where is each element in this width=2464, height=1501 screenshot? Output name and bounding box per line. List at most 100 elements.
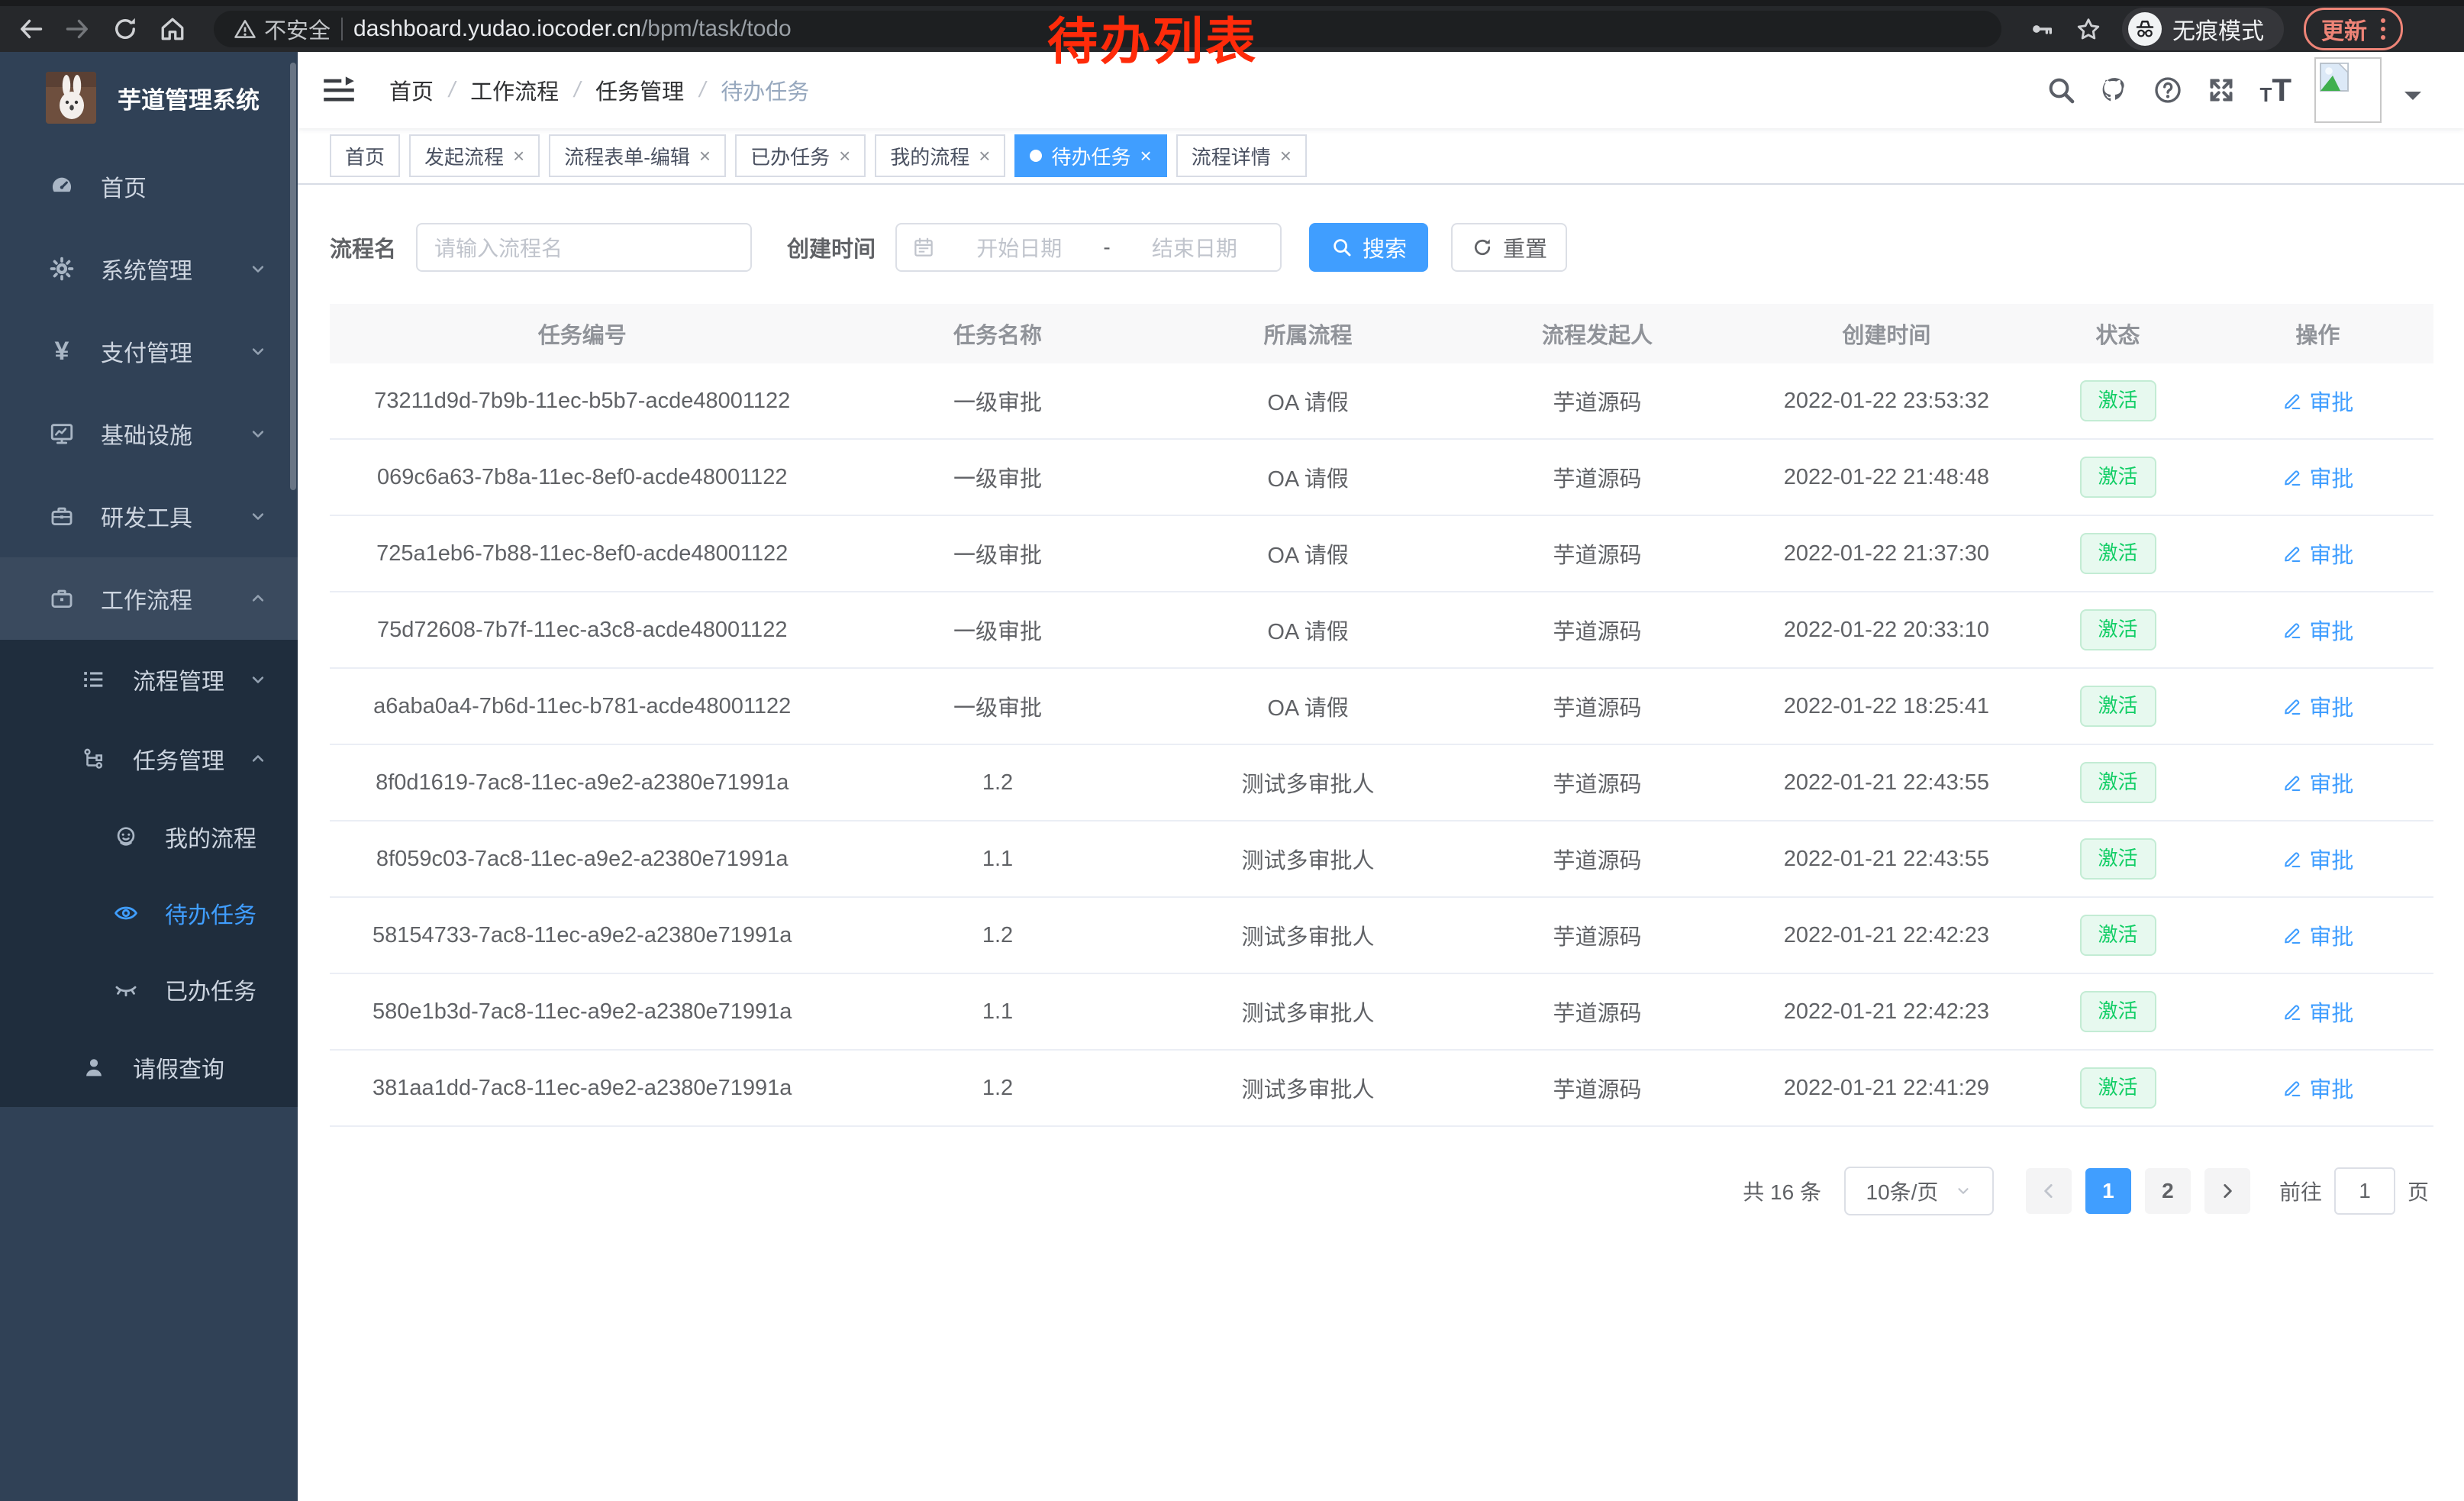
search-button[interactable]: 搜索 xyxy=(1309,223,1429,272)
tab-label: 流程详情 xyxy=(1191,145,1271,169)
logo-image xyxy=(46,72,96,124)
briefcase-icon xyxy=(51,589,73,608)
cell-name: 一级审批 xyxy=(953,544,1043,568)
sidebar-item-workflow[interactable]: 工作流程 xyxy=(0,557,298,640)
search-icon[interactable] xyxy=(2046,75,2076,105)
start-date-placeholder[interactable]: 开始日期 xyxy=(976,237,1063,260)
password-key-icon[interactable] xyxy=(2029,16,2055,42)
page-button-2[interactable]: 2 xyxy=(2144,1168,2191,1214)
approve-link[interactable]: 审批 xyxy=(2282,843,2353,875)
cell-status: 激活 xyxy=(2033,838,2201,880)
sidebar-item-label: 待办任务 xyxy=(165,903,256,928)
cell-name: 一级审批 xyxy=(953,620,1043,644)
status-badge: 激活 xyxy=(2079,380,2156,421)
search-button-label: 搜索 xyxy=(1363,237,1408,262)
browser-address-bar[interactable]: 不安全 dashboard.yudao.iocoder.cn/bpm/task/… xyxy=(214,11,2001,47)
sidebar-item-done-task[interactable]: 已办任务 xyxy=(0,951,298,1028)
browser-back-icon[interactable] xyxy=(17,15,44,43)
prev-page-button[interactable] xyxy=(2025,1168,2072,1214)
cell-process: OA 请假 xyxy=(1267,391,1349,415)
help-icon[interactable] xyxy=(2153,75,2183,105)
chevron-down-icon xyxy=(252,266,264,273)
approve-link[interactable]: 审批 xyxy=(2282,919,2353,951)
edit-pencil-icon xyxy=(2285,1004,2301,1020)
cell-id: 58154733-7ac8-11ec-a9e2-a2380e71991a xyxy=(373,922,792,947)
cell-created: 2022-01-22 18:25:41 xyxy=(1783,693,1990,718)
fullscreen-icon[interactable] xyxy=(2206,75,2237,105)
breadcrumb-home[interactable]: 首页 xyxy=(389,80,434,105)
sidebar-item-pay[interactable]: ¥ 支付管理 xyxy=(0,310,298,392)
avatar-caret-icon[interactable] xyxy=(2404,92,2421,108)
tab-3[interactable]: 流程表单-编辑 × xyxy=(549,134,727,177)
robot-face-icon xyxy=(117,827,135,846)
github-icon[interactable] xyxy=(2099,75,2130,105)
approve-link[interactable]: 审批 xyxy=(2282,461,2353,493)
tab-close-icon[interactable]: × xyxy=(1140,144,1152,167)
tab-close-icon[interactable]: × xyxy=(979,144,991,167)
cell-process: OA 请假 xyxy=(1267,544,1349,568)
date-range-input[interactable]: 开始日期 - 结束日期 xyxy=(895,223,1282,272)
tab-6[interactable]: 待办任务 × xyxy=(1014,134,1167,177)
approve-link[interactable]: 审批 xyxy=(2282,996,2353,1028)
security-label: 不安全 xyxy=(264,19,331,44)
tab-close-icon[interactable]: × xyxy=(1279,144,1292,167)
tab-1[interactable]: 首页 xyxy=(330,134,401,177)
process-name-label: 流程名 xyxy=(330,237,397,262)
status-badge: 激活 xyxy=(2079,457,2156,498)
process-name-input[interactable]: 请输入流程名 xyxy=(416,223,753,272)
approve-link[interactable]: 审批 xyxy=(2282,690,2353,722)
approve-link[interactable]: 审批 xyxy=(2282,537,2353,570)
approve-link-label: 审批 xyxy=(2309,1001,2354,1026)
chevron-down-icon xyxy=(252,513,264,520)
sidebar-item-dev[interactable]: 研发工具 xyxy=(0,475,298,557)
approve-link[interactable]: 审批 xyxy=(2282,614,2353,646)
breadcrumb-current: 待办任务 xyxy=(721,80,810,105)
cell-actions: 审批 xyxy=(2202,461,2433,494)
process-name-placeholder: 请输入流程名 xyxy=(434,237,563,260)
cell-created: 2022-01-21 22:42:23 xyxy=(1783,922,1990,947)
cell-initiator: 芋道源码 xyxy=(1553,773,1642,797)
sidebar-item-infra[interactable]: 基础设施 xyxy=(0,392,298,475)
approve-link[interactable]: 审批 xyxy=(2282,1072,2353,1104)
approve-link[interactable]: 审批 xyxy=(2282,767,2353,799)
sidebar-item-task-mgmt[interactable]: 任务管理 xyxy=(0,719,298,799)
sidebar-collapse-icon[interactable] xyxy=(322,75,356,105)
tab-7[interactable]: 流程详情 × xyxy=(1176,134,1307,177)
tab-2[interactable]: 发起流程 × xyxy=(409,134,540,177)
tab-4[interactable]: 已办任务 × xyxy=(735,134,866,177)
page-size-select[interactable]: 10条/页 xyxy=(1843,1167,1994,1215)
browser-menu-kebab-icon[interactable] xyxy=(2381,18,2385,40)
tab-label: 流程表单-编辑 xyxy=(564,145,690,169)
breadcrumb-workflow[interactable]: 工作流程 xyxy=(470,80,560,105)
approve-link-label: 审批 xyxy=(2309,848,2354,873)
page-button-1[interactable]: 1 xyxy=(2085,1168,2131,1214)
next-page-button[interactable] xyxy=(2204,1168,2250,1214)
approve-link[interactable]: 审批 xyxy=(2282,385,2353,417)
goto-page-input[interactable]: 1 xyxy=(2333,1167,2395,1215)
sidebar-scrollbar[interactable] xyxy=(290,63,296,490)
sidebar-item-my-process[interactable]: 我的流程 xyxy=(0,799,298,875)
calendar-icon xyxy=(914,237,933,257)
browser-update-button[interactable]: 更新 xyxy=(2304,8,2403,50)
breadcrumb-task-mgmt[interactable]: 任务管理 xyxy=(595,80,685,105)
tab-close-icon[interactable]: × xyxy=(513,144,525,167)
end-date-placeholder[interactable]: 结束日期 xyxy=(1151,237,1237,260)
avatar[interactable] xyxy=(2314,57,2382,123)
reset-button[interactable]: 重置 xyxy=(1451,223,1568,272)
browser-forward-icon[interactable] xyxy=(64,15,92,43)
sidebar-item-leave-query[interactable]: 请假查询 xyxy=(0,1028,298,1107)
sidebar-item-system[interactable]: 系统管理 xyxy=(0,228,298,310)
sidebar-item-todo-task[interactable]: 待办任务 xyxy=(0,875,298,951)
app-logo-row[interactable]: 芋道管理系统 xyxy=(0,52,298,144)
bookmark-star-icon[interactable] xyxy=(2075,15,2102,43)
browser-reload-icon[interactable] xyxy=(111,15,139,43)
browser-home-icon[interactable] xyxy=(159,15,186,43)
sidebar-item-process-mgmt[interactable]: 流程管理 xyxy=(0,640,298,719)
approve-link-label: 审批 xyxy=(2309,925,2354,950)
tab-close-icon[interactable]: × xyxy=(698,144,711,167)
tab-close-icon[interactable]: × xyxy=(839,144,851,167)
sidebar-item-home[interactable]: 首页 xyxy=(0,145,298,228)
tab-5[interactable]: 我的流程 × xyxy=(875,134,1006,177)
